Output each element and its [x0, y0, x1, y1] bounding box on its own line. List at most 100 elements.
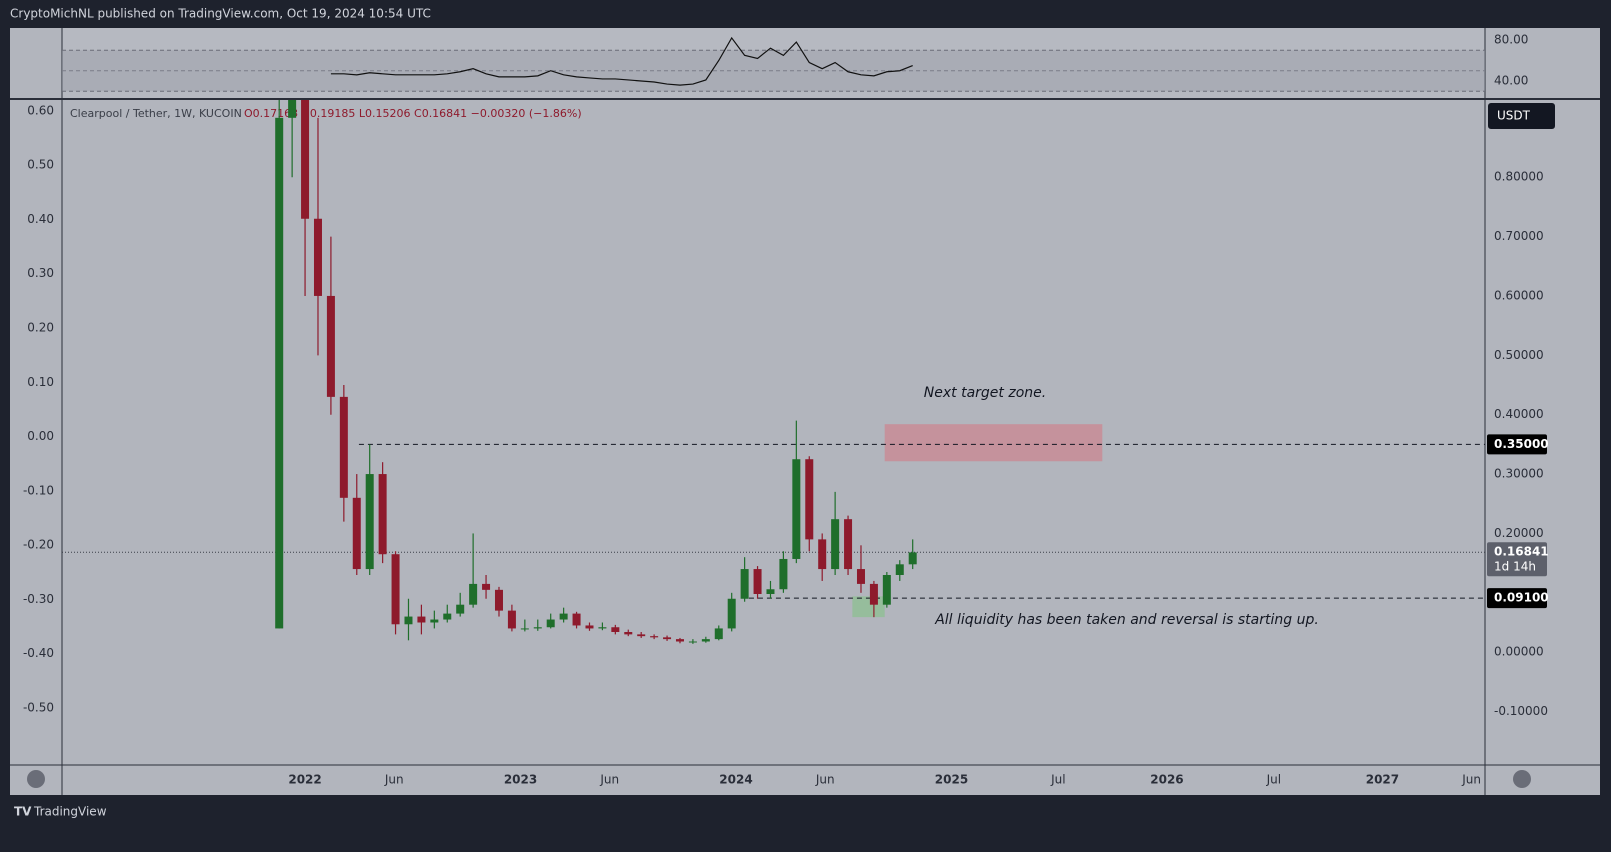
candle-body: [895, 564, 904, 575]
ohlc-values: O0.17163 H0.19185 L0.15206 C0.16841 −0.0…: [244, 107, 582, 120]
candle-body: [456, 604, 465, 614]
y2-tick-label: 0.10: [27, 375, 54, 389]
candle-body: [727, 598, 736, 629]
y2-tick-label: -0.50: [23, 701, 54, 715]
y2-tick-label: 0.00: [27, 429, 54, 443]
last-price-box: [1487, 542, 1547, 577]
scale-button[interactable]: [1513, 770, 1531, 788]
candle-body: [637, 634, 646, 637]
level-label: 0.35000: [1494, 437, 1549, 451]
y2-tick-label: 0.30: [27, 266, 54, 280]
x-tick-label: 2022: [288, 773, 321, 787]
x-tick-label: Jun: [815, 773, 835, 787]
y-tick-label: 0.80000: [1494, 170, 1544, 184]
candle-body: [624, 632, 633, 635]
candle-body: [585, 625, 594, 629]
candle-body: [611, 627, 620, 632]
candle-body: [831, 519, 840, 570]
candle-body: [753, 569, 762, 594]
candle-body: [469, 583, 478, 605]
rsi-tick-label: 40.00: [1494, 73, 1528, 87]
annotation: Next target zone.: [924, 385, 1046, 401]
x-tick-label: 2026: [1150, 773, 1183, 787]
y2-tick-label: 0.50: [27, 158, 54, 172]
candle-body: [494, 589, 503, 611]
candle-body: [417, 616, 426, 623]
candle-body: [482, 583, 491, 590]
x-tick-label: 2023: [504, 773, 537, 787]
candle-body: [301, 100, 310, 219]
x-tick-label: Jun: [599, 773, 619, 787]
zone: [884, 424, 1103, 462]
x-tick-label: 2025: [935, 773, 968, 787]
y2-tick-label: -0.40: [23, 646, 54, 660]
candle-body: [326, 295, 335, 397]
candle-body: [352, 497, 361, 570]
candle-body: [288, 100, 297, 118]
level-label-box: [1487, 434, 1547, 455]
candle-body: [688, 641, 697, 643]
y2-tick-label: -0.20: [23, 538, 54, 552]
rsi-pane: [62, 28, 1485, 98]
candle-body: [313, 218, 322, 296]
x-tick-label: Jul: [1266, 773, 1281, 787]
y-tick-label: 0.50000: [1494, 348, 1544, 362]
zone: [852, 596, 885, 618]
candle-body: [792, 459, 801, 559]
candle-body: [275, 117, 284, 629]
candle-body: [572, 613, 581, 626]
settings-button[interactable]: [27, 770, 45, 788]
x-tick-label: 2027: [1366, 773, 1399, 787]
currency-box[interactable]: [1488, 103, 1555, 129]
candle-body: [533, 627, 542, 629]
candle-body: [339, 396, 348, 498]
candle-body: [908, 552, 917, 565]
candle-body: [443, 613, 452, 620]
y-tick-label: 0.30000: [1494, 467, 1544, 481]
y2-tick-label: 0.20: [27, 321, 54, 335]
rsi-tick-label: 80.00: [1494, 32, 1528, 46]
y-tick-label: 0.20000: [1494, 526, 1544, 540]
candle-body: [650, 636, 659, 638]
candle-body: [404, 616, 413, 625]
candle-body: [507, 610, 516, 629]
y-tick-label: 0.00000: [1494, 645, 1544, 659]
countdown: 1d 14h: [1494, 560, 1536, 574]
candle-body: [365, 474, 374, 570]
y-tick-label: 0.40000: [1494, 407, 1544, 421]
y-tick-label: 0.70000: [1494, 229, 1544, 243]
y-tick-label: -0.10000: [1494, 704, 1548, 718]
candle-body: [818, 539, 827, 570]
x-tick-label: 2024: [719, 773, 752, 787]
candle-body: [882, 575, 891, 605]
candle-body: [546, 619, 555, 628]
annotation: All liquidity has been taken and reversa…: [934, 612, 1319, 628]
last-price: 0.16841: [1494, 545, 1549, 559]
tv-logo: TV: [14, 805, 32, 819]
level-label-box: [1487, 588, 1547, 609]
x-tick-label: Jun: [1461, 773, 1481, 787]
x-tick-label: Jul: [1050, 773, 1065, 787]
candle-body: [663, 637, 672, 640]
candle-body: [430, 619, 439, 623]
footer-bar: [0, 795, 1611, 852]
currency: USDT: [1497, 109, 1531, 123]
publish-info: CryptoMichNL published on TradingView.co…: [10, 7, 431, 21]
rsi-line: [330, 36, 913, 86]
candle-body: [675, 639, 684, 642]
candle-body: [869, 583, 878, 605]
candle-body: [598, 627, 607, 629]
y2-tick-label: 0.40: [27, 212, 54, 226]
candle-body: [844, 519, 853, 570]
candle-body: [391, 554, 400, 625]
symbol-title: Clearpool / Tether, 1W, KUCOIN: [70, 107, 242, 120]
header-bar: [0, 0, 1611, 28]
candle-body: [378, 474, 387, 555]
y2-tick-label: 0.60: [27, 103, 54, 117]
candle-body: [740, 569, 749, 599]
candle-body: [779, 558, 788, 590]
candle-body: [805, 459, 814, 540]
candle-body: [766, 589, 775, 594]
candle-body: [701, 639, 710, 642]
